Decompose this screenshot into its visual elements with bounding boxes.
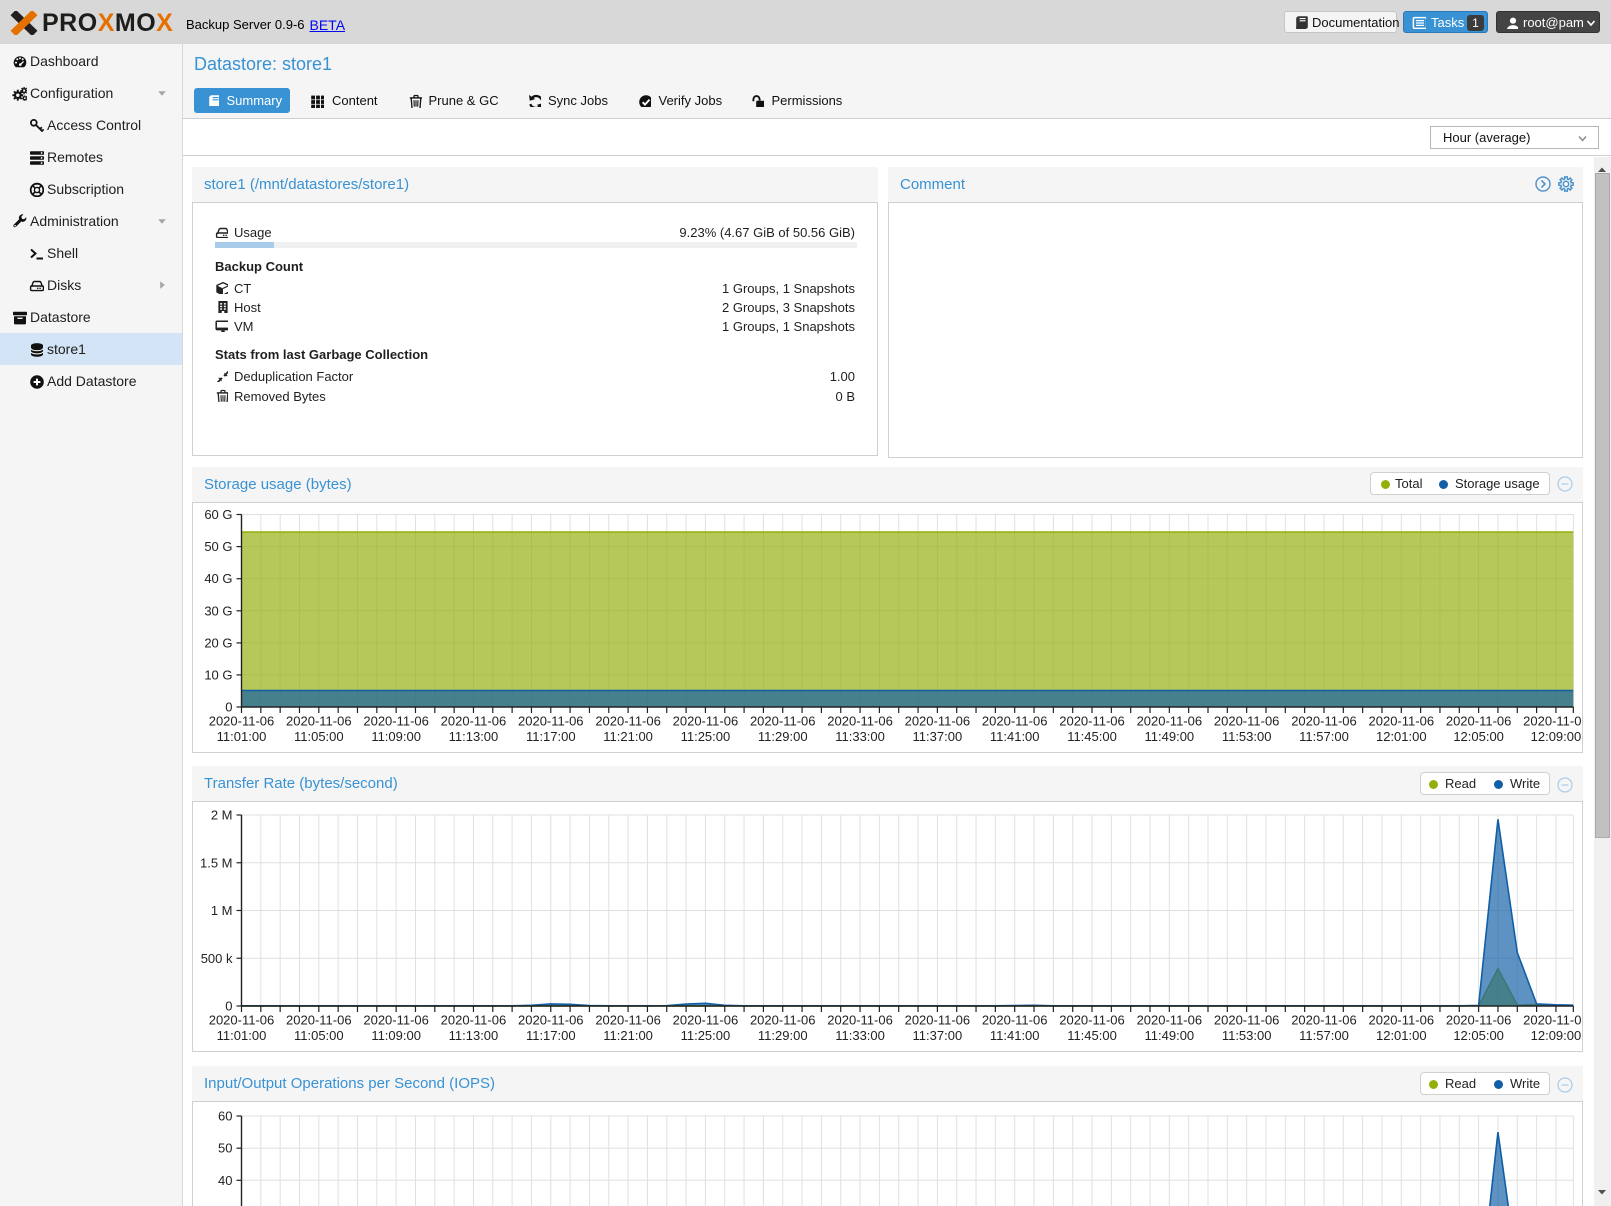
svg-text:2020-11-06: 2020-11-06 <box>750 714 816 729</box>
svg-text:11:53:00: 11:53:00 <box>1222 1028 1272 1043</box>
svg-text:2020-11-06: 2020-11-06 <box>1523 714 1582 729</box>
svg-text:2020-11-06: 2020-11-06 <box>673 1013 739 1028</box>
svg-text:2020-11-06: 2020-11-06 <box>1369 714 1435 729</box>
svg-text:2020-11-06: 2020-11-06 <box>1137 714 1203 729</box>
svg-text:12:01:00: 12:01:00 <box>1376 729 1427 744</box>
svg-text:2020-11-06: 2020-11-06 <box>1291 1013 1357 1028</box>
svg-text:12:01:00: 12:01:00 <box>1376 1028 1427 1043</box>
svg-text:11:37:00: 11:37:00 <box>913 729 963 744</box>
svg-text:1 M: 1 M <box>211 903 233 918</box>
svg-text:11:13:00: 11:13:00 <box>449 1028 499 1043</box>
svg-text:2020-11-06: 2020-11-06 <box>673 714 739 729</box>
svg-text:2020-11-06: 2020-11-06 <box>441 1013 507 1028</box>
svg-text:11:37:00: 11:37:00 <box>913 1028 963 1043</box>
svg-text:2 M: 2 M <box>211 808 233 823</box>
svg-text:2020-11-06: 2020-11-06 <box>982 714 1048 729</box>
svg-text:30 G: 30 G <box>204 603 232 618</box>
svg-text:11:49:00: 11:49:00 <box>1145 729 1195 744</box>
svg-text:11:29:00: 11:29:00 <box>758 1028 808 1043</box>
svg-text:2020-11-06: 2020-11-06 <box>1059 1013 1125 1028</box>
svg-text:11:05:00: 11:05:00 <box>294 1028 344 1043</box>
svg-text:12:05:00: 12:05:00 <box>1453 729 1504 744</box>
svg-text:1.5 M: 1.5 M <box>200 855 233 870</box>
svg-text:0: 0 <box>225 999 232 1014</box>
svg-text:11:29:00: 11:29:00 <box>758 729 808 744</box>
svg-text:11:57:00: 11:57:00 <box>1299 729 1349 744</box>
svg-text:40: 40 <box>218 1173 232 1188</box>
svg-text:11:21:00: 11:21:00 <box>603 729 653 744</box>
svg-text:12:09:00: 12:09:00 <box>1531 729 1582 744</box>
svg-text:2020-11-06: 2020-11-06 <box>209 1013 275 1028</box>
svg-text:2020-11-06: 2020-11-06 <box>827 714 893 729</box>
svg-text:11:17:00: 11:17:00 <box>526 1028 576 1043</box>
svg-text:11:33:00: 11:33:00 <box>835 729 885 744</box>
svg-text:2020-11-06: 2020-11-06 <box>1214 1013 1280 1028</box>
svg-text:2020-11-06: 2020-11-06 <box>518 1013 584 1028</box>
svg-text:11:21:00: 11:21:00 <box>603 1028 653 1043</box>
svg-text:2020-11-06: 2020-11-06 <box>1446 714 1512 729</box>
svg-text:60 G: 60 G <box>204 507 232 522</box>
svg-text:50: 50 <box>218 1141 232 1156</box>
svg-text:40 G: 40 G <box>204 571 232 586</box>
svg-text:60: 60 <box>218 1109 232 1124</box>
svg-text:2020-11-06: 2020-11-06 <box>1369 1013 1435 1028</box>
svg-text:2020-11-06: 2020-11-06 <box>441 714 507 729</box>
svg-text:11:09:00: 11:09:00 <box>371 729 421 744</box>
svg-text:2020-11-06: 2020-11-06 <box>286 714 352 729</box>
svg-text:2020-11-06: 2020-11-06 <box>595 1013 661 1028</box>
svg-text:2020-11-06: 2020-11-06 <box>1214 714 1280 729</box>
svg-text:2020-11-06: 2020-11-06 <box>209 714 275 729</box>
svg-text:2020-11-06: 2020-11-06 <box>905 1013 971 1028</box>
svg-text:11:17:00: 11:17:00 <box>526 729 576 744</box>
svg-text:0: 0 <box>225 700 232 715</box>
svg-text:11:13:00: 11:13:00 <box>449 729 499 744</box>
svg-text:11:49:00: 11:49:00 <box>1145 1028 1195 1043</box>
svg-text:11:01:00: 11:01:00 <box>217 729 267 744</box>
svg-text:11:01:00: 11:01:00 <box>217 1028 267 1043</box>
svg-text:10 G: 10 G <box>204 667 232 682</box>
svg-text:11:05:00: 11:05:00 <box>294 729 344 744</box>
svg-text:2020-11-06: 2020-11-06 <box>905 714 971 729</box>
svg-text:11:25:00: 11:25:00 <box>681 1028 731 1043</box>
svg-text:11:45:00: 11:45:00 <box>1067 729 1117 744</box>
svg-text:11:41:00: 11:41:00 <box>990 1028 1040 1043</box>
svg-text:2020-11-06: 2020-11-06 <box>750 1013 816 1028</box>
svg-text:2020-11-06: 2020-11-06 <box>982 1013 1048 1028</box>
svg-text:2020-11-06: 2020-11-06 <box>1523 1013 1582 1028</box>
svg-text:2020-11-06: 2020-11-06 <box>1291 714 1357 729</box>
svg-text:500 k: 500 k <box>201 951 233 966</box>
svg-text:2020-11-06: 2020-11-06 <box>518 714 584 729</box>
svg-text:11:25:00: 11:25:00 <box>681 729 731 744</box>
svg-text:11:53:00: 11:53:00 <box>1222 729 1272 744</box>
svg-text:11:45:00: 11:45:00 <box>1067 1028 1117 1043</box>
svg-text:11:09:00: 11:09:00 <box>371 1028 421 1043</box>
svg-text:2020-11-06: 2020-11-06 <box>595 714 661 729</box>
svg-text:20 G: 20 G <box>204 635 232 650</box>
svg-text:2020-11-06: 2020-11-06 <box>286 1013 352 1028</box>
svg-text:12:09:00: 12:09:00 <box>1531 1028 1582 1043</box>
svg-text:50 G: 50 G <box>204 539 232 554</box>
svg-text:2020-11-06: 2020-11-06 <box>1137 1013 1203 1028</box>
svg-text:11:41:00: 11:41:00 <box>990 729 1040 744</box>
svg-text:11:33:00: 11:33:00 <box>835 1028 885 1043</box>
svg-text:2020-11-06: 2020-11-06 <box>1446 1013 1512 1028</box>
svg-text:2020-11-06: 2020-11-06 <box>1059 714 1125 729</box>
svg-text:11:57:00: 11:57:00 <box>1299 1028 1349 1043</box>
svg-text:12:05:00: 12:05:00 <box>1453 1028 1504 1043</box>
svg-text:2020-11-06: 2020-11-06 <box>827 1013 893 1028</box>
svg-text:2020-11-06: 2020-11-06 <box>363 1013 429 1028</box>
svg-text:2020-11-06: 2020-11-06 <box>363 714 429 729</box>
